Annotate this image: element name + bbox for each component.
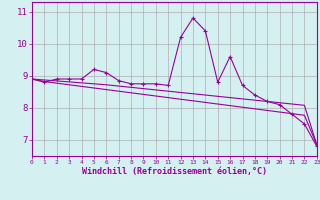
X-axis label: Windchill (Refroidissement éolien,°C): Windchill (Refroidissement éolien,°C) (82, 167, 267, 176)
